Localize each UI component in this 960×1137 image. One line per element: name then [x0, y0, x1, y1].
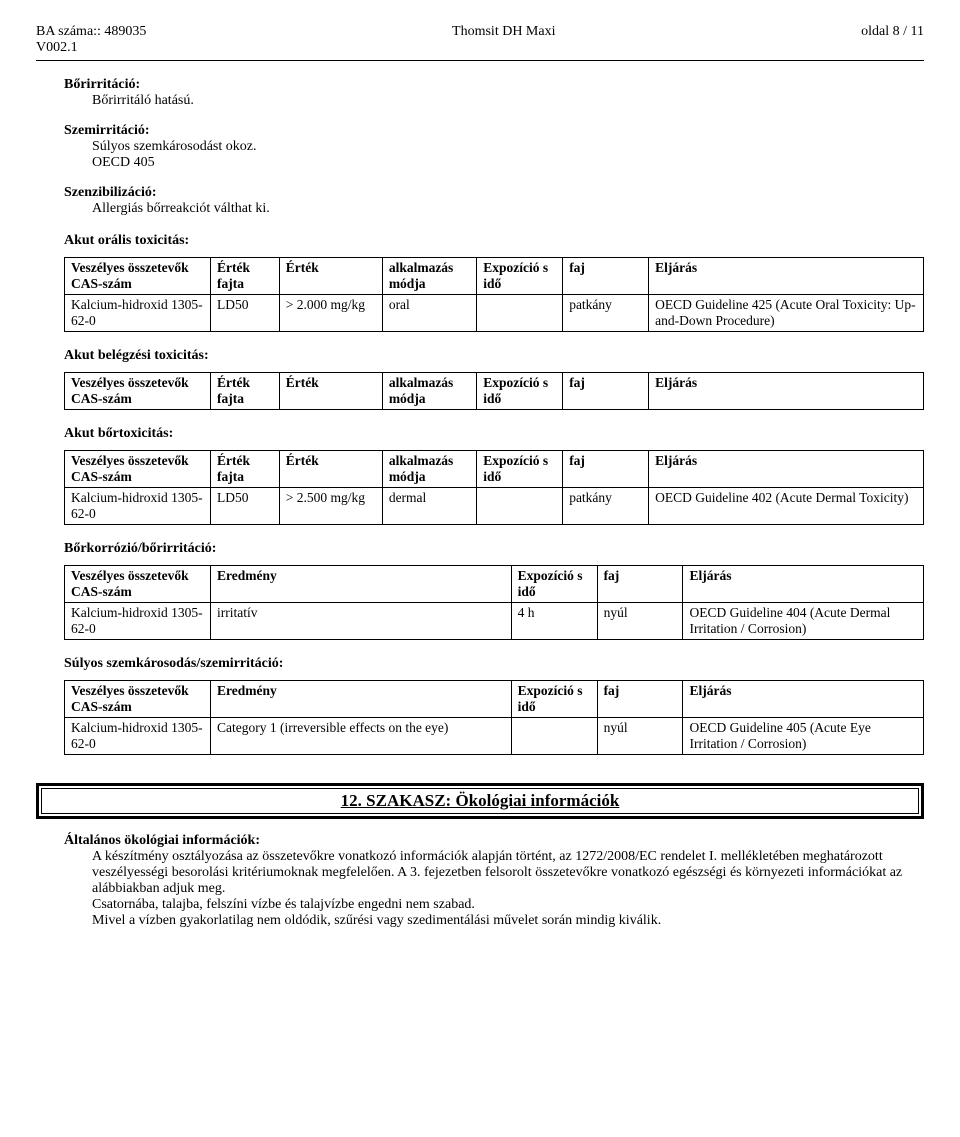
header-rule: [36, 60, 924, 61]
section-12-title: 12. SZAKASZ: Ökológiai információk: [41, 788, 919, 814]
table-row: Kalcium-hidroxid 1305-62-0 LD50 > 2.000 …: [65, 295, 924, 332]
header-right: oldal 8 / 11: [861, 24, 924, 56]
acute-dermal-title: Akut bőrtoxicitás:: [64, 426, 924, 442]
skin-irritation-text: Bőrirritáló hatású.: [92, 93, 924, 109]
eye-irritation-text2: OECD 405: [92, 155, 924, 171]
header-left-2: V002.1: [36, 40, 78, 55]
eye-damage-table: Veszélyes összetevők CAS-szám Eredmény E…: [64, 680, 924, 755]
eco-p1: A készítmény osztályozása az összetevőkr…: [92, 849, 924, 897]
sensitization-title: Szenzibilizáció:: [64, 185, 924, 201]
header-center: Thomsit DH Maxi: [452, 24, 555, 56]
section-12-banner: 12. SZAKASZ: Ökológiai információk: [36, 783, 924, 819]
eco-p2: Csatornába, talajba, felszíni vízbe és t…: [92, 897, 924, 913]
acute-inhal-title: Akut belégzési toxicitás:: [64, 348, 924, 364]
table-row: Kalcium-hidroxid 1305-62-0 irritatív 4 h…: [65, 603, 924, 640]
table-row: Kalcium-hidroxid 1305-62-0 Category 1 (i…: [65, 718, 924, 755]
table-row: Kalcium-hidroxid 1305-62-0 LD50 > 2.500 …: [65, 488, 924, 525]
acute-oral-title: Akut orális toxicitás:: [64, 233, 924, 249]
skin-corrosion-title: Bőrkorrózió/bőrirritáció:: [64, 541, 924, 557]
acute-inhal-table: Veszélyes összetevők CAS-szám Érték fajt…: [64, 372, 924, 410]
eco-general-title: Általános ökológiai információk:: [64, 833, 924, 849]
acute-oral-table: Veszélyes összetevők CAS-szám Érték fajt…: [64, 257, 924, 332]
skin-corrosion-table: Veszélyes összetevők CAS-szám Eredmény E…: [64, 565, 924, 640]
header-left-1: BA száma:: 489035: [36, 24, 146, 39]
eye-irritation-text1: Súlyos szemkárosodást okoz.: [92, 139, 924, 155]
eco-p3: Mivel a vízben gyakorlatilag nem oldódik…: [92, 913, 924, 929]
eye-damage-title: Súlyos szemkárosodás/szemirritáció:: [64, 656, 924, 672]
eye-irritation-title: Szemirritáció:: [64, 123, 924, 139]
doc-header: BA száma:: 489035 V002.1 Thomsit DH Maxi…: [36, 24, 924, 56]
sensitization-text: Allergiás bőrreakciót válthat ki.: [92, 201, 924, 217]
skin-irritation-title: Bőrirritáció:: [64, 77, 924, 93]
acute-dermal-table: Veszélyes összetevők CAS-szám Érték fajt…: [64, 450, 924, 525]
